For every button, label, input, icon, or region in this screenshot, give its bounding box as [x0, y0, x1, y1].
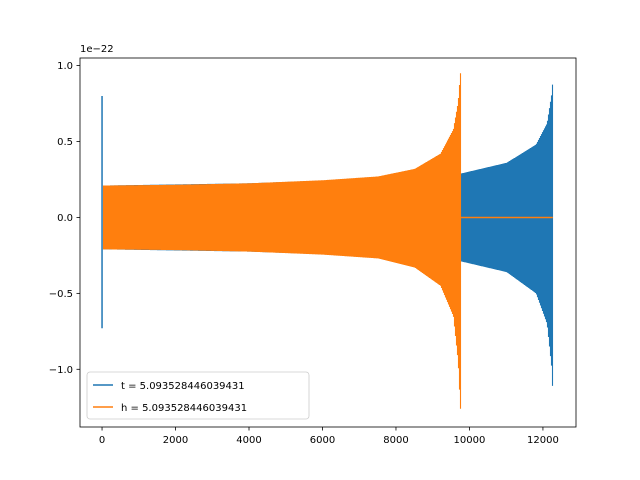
y-tick-label: 0.0 — [57, 213, 73, 224]
x-tick-label: 6000 — [310, 435, 335, 446]
y-tick-label: 0.5 — [57, 137, 73, 148]
series-2-oscillation — [102, 73, 462, 409]
x-tick-label: 4000 — [236, 435, 261, 446]
legend: t = 5.093528446039431 h = 5.0935284460394… — [86, 371, 310, 420]
plot-area — [101, 73, 554, 409]
x-tick-label: 12000 — [527, 435, 559, 446]
legend-box — [86, 371, 310, 420]
x-tick-label: 8000 — [383, 435, 408, 446]
legend-label: t = 5.093528446039431 — [121, 381, 245, 392]
y-offset-label: 1e−22 — [80, 44, 114, 55]
y-tick-label: −0.5 — [49, 289, 73, 300]
legend-label: h = 5.093528446039431 — [121, 403, 247, 414]
series-2 — [102, 73, 553, 409]
x-tick-label: 0 — [99, 435, 105, 446]
x-tick-label: 2000 — [163, 435, 188, 446]
axes-frame — [79, 57, 577, 428]
y-tick-label: 1.0 — [57, 61, 73, 72]
y-tick-label: −1.0 — [49, 365, 73, 376]
x-tick-label: 10000 — [454, 435, 486, 446]
axis-ticks: 0 2000 4000 6000 8000 10000 12000 1.0 0.5 0.0 −0.5… — [49, 61, 559, 446]
